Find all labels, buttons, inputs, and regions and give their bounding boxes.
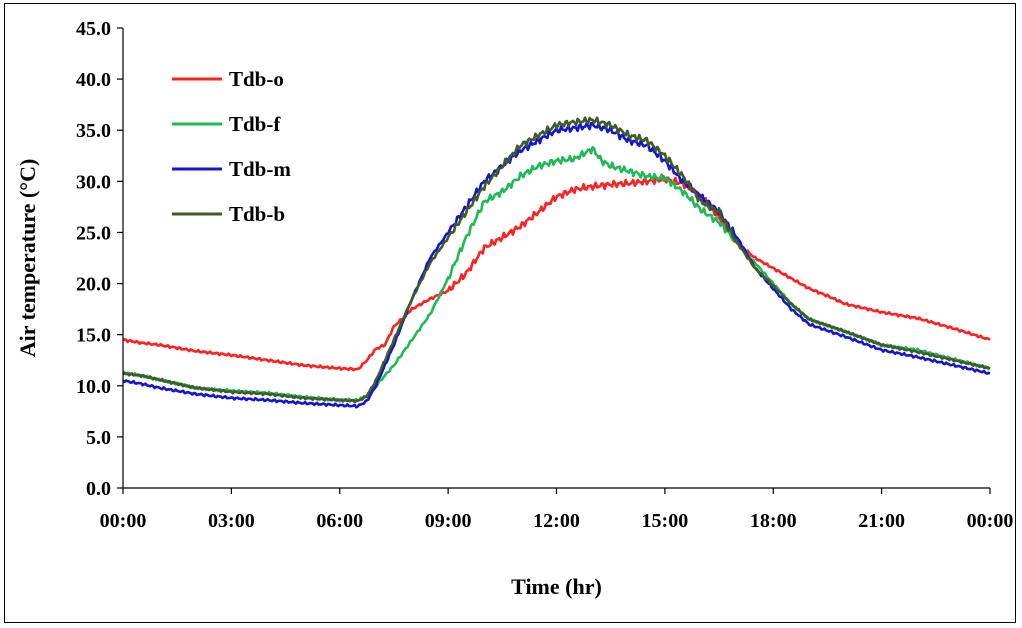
y-tick-label: 15.0 — [76, 325, 111, 347]
axes — [117, 27, 991, 494]
x-tick-label: 06:00 — [316, 510, 363, 532]
x-axis-title: Time (hr) — [511, 574, 602, 599]
legend-label-tdb-o: Tdb-o — [229, 67, 284, 91]
x-tick-label: 03:00 — [208, 510, 255, 532]
x-tick-label: 00:00 — [967, 510, 1014, 532]
series-line-tdb-f — [122, 145, 991, 403]
y-tick-label: 25.0 — [76, 222, 111, 244]
y-axis-title: Air temperature (°C) — [15, 159, 40, 358]
y-tick-label: 30.0 — [76, 171, 111, 193]
y-tick-label: 0.0 — [86, 478, 111, 500]
series-line-tdb-b — [122, 116, 991, 404]
x-tick-label: 09:00 — [425, 510, 472, 532]
chart-frame — [4, 3, 1016, 623]
y-tick-label: 45.0 — [76, 18, 111, 40]
x-tick-label: 00:00 — [100, 510, 147, 532]
legend-label-tdb-f: Tdb-f — [229, 112, 281, 136]
x-tick-label: 21:00 — [858, 510, 905, 532]
y-tick-label: 35.0 — [76, 120, 111, 142]
x-tick-label: 15:00 — [642, 510, 689, 532]
legend: Tdb-o Tdb-f Tdb-m Tdb-b — [172, 67, 291, 226]
y-tick-label: 20.0 — [76, 274, 111, 296]
tick-labels: 0.0 5.0 10.0 15.0 20.0 25.0 30.0 35.0 40.0 45.0 00… — [76, 18, 1013, 532]
series-line-tdb-o — [122, 174, 991, 372]
legend-label-tdb-b: Tdb-b — [229, 202, 285, 226]
y-tick-label: 10.0 — [76, 376, 111, 398]
x-tick-label: 12:00 — [533, 510, 580, 532]
y-tick-label: 5.0 — [86, 427, 111, 449]
y-tick-label: 40.0 — [76, 69, 111, 91]
plot-lines — [122, 116, 991, 409]
x-tick-label: 18:00 — [750, 510, 797, 532]
legend-label-tdb-m: Tdb-m — [229, 157, 291, 181]
